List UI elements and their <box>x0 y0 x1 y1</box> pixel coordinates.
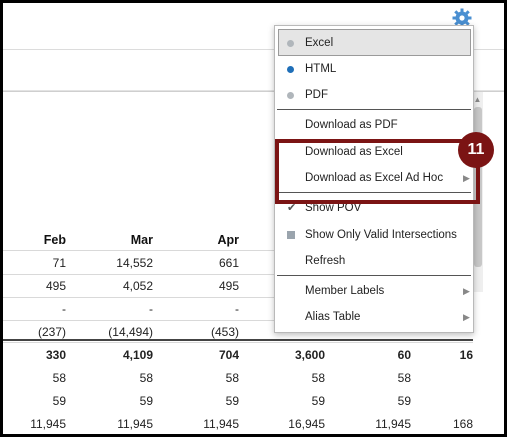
grid-cell: 16,945 <box>288 417 325 431</box>
menu-item-download-as-pdf[interactable]: Download as PDF <box>279 112 469 138</box>
grid-cell: 704 <box>218 348 239 362</box>
menu-item-download-as-excel[interactable]: Download as Excel <box>279 139 469 165</box>
menu-item-label: Download as Excel <box>305 146 403 158</box>
grid-cell: 16 <box>459 348 473 362</box>
submenu-arrow-icon: ▶ <box>463 286 470 296</box>
grid-cell: 495 <box>45 279 66 293</box>
menu-item-label: Show Only Valid Intersections <box>305 229 457 241</box>
grid-cell: - <box>149 302 153 316</box>
menu-item-alias-table[interactable]: Alias Table ▶ <box>279 304 470 330</box>
scroll-up-icon[interactable]: ▲ <box>473 95 482 104</box>
grid-cell: 3,600 <box>294 348 325 362</box>
settings-menu: Excel HTML PDF Download as PDF Download as E… <box>274 25 474 333</box>
menu-item-label: Download as Excel Ad Hoc <box>305 172 444 184</box>
submenu-arrow-icon: ▶ <box>463 312 470 322</box>
menu-separator <box>277 275 471 276</box>
menu-item-refresh[interactable]: Refresh <box>279 248 469 274</box>
grid-cell: 71 <box>52 256 66 270</box>
submenu-arrow-icon: ▶ <box>463 173 470 183</box>
menu-separator <box>277 109 471 110</box>
menu-item-label: Download as PDF <box>305 119 398 131</box>
gear-icon[interactable] <box>452 8 472 28</box>
menu-item-member-labels[interactable]: Member Labels ▶ <box>279 278 470 304</box>
grid-cell: - <box>235 302 239 316</box>
column-header: Mar <box>130 233 153 247</box>
grid-cell: (453) <box>210 325 239 339</box>
row-divider <box>3 320 473 321</box>
grid-cell: 59 <box>225 394 239 408</box>
grid-cell: 59 <box>311 394 325 408</box>
grid-cell: 4,109 <box>122 348 153 362</box>
menu-item-html[interactable]: HTML <box>279 56 469 82</box>
menu-item-label: HTML <box>305 63 337 75</box>
grid-cell: 14,552 <box>116 256 153 270</box>
grid-cell: 59 <box>397 394 411 408</box>
grid-cell: - <box>62 302 66 316</box>
grid-cell: 661 <box>218 256 239 270</box>
grid-cell: 11,945 <box>117 417 153 431</box>
grid-cell: 11,945 <box>203 417 239 431</box>
menu-item-label: Excel <box>305 37 334 49</box>
row-divider <box>3 342 473 343</box>
menu-item-label: Show POV <box>305 202 362 214</box>
radio-dot-icon <box>287 66 294 73</box>
grid-cell: 168 <box>452 417 473 431</box>
radio-dot-icon <box>287 92 294 99</box>
grid-cell: 59 <box>139 394 153 408</box>
menu-item-show-only-valid-intersections[interactable]: Show Only Valid Intersections <box>279 222 469 248</box>
grid-cell: 59 <box>52 394 66 408</box>
grid-cell: 58 <box>311 371 325 385</box>
top-bar <box>3 3 504 50</box>
menu-separator <box>277 192 471 193</box>
grid-cell: 58 <box>225 371 239 385</box>
secondary-toolbar <box>3 50 504 91</box>
callout-badge: 11 <box>458 132 494 168</box>
grid-cell: 11,945 <box>30 417 66 431</box>
checkbox-square-icon <box>287 231 295 239</box>
menu-item-label: Refresh <box>305 255 346 267</box>
menu-item-excel[interactable]: Excel <box>278 29 471 56</box>
menu-item-label: Member Labels <box>305 285 385 297</box>
grid-cell: (14,494) <box>108 325 153 339</box>
row-divider <box>3 250 473 251</box>
grid-cell: 4,052 <box>122 279 153 293</box>
grid-cell: 495 <box>218 279 239 293</box>
grid-cell: 58 <box>139 371 153 385</box>
grid-cell: 60 <box>397 348 411 362</box>
row-divider <box>3 274 473 275</box>
grid-cell: 11,945 <box>375 417 411 431</box>
callout-highlight <box>275 139 480 204</box>
column-header: Feb <box>43 233 66 247</box>
grid-cell: 58 <box>397 371 411 385</box>
menu-item-label: PDF <box>305 89 328 101</box>
grid-top-border <box>3 91 504 92</box>
row-divider <box>3 297 473 298</box>
menu-item-download-as-excel-ad-hoc[interactable]: Download as Excel Ad Hoc ▶ <box>279 165 470 191</box>
grid-cell: (237) <box>37 325 66 339</box>
radio-dot-icon <box>287 40 294 47</box>
grid-cell: 58 <box>52 371 66 385</box>
menu-item-label: Alias Table <box>305 311 361 323</box>
check-icon: ✔ <box>287 202 297 214</box>
menu-item-show-pov[interactable]: ✔ Show POV <box>279 195 469 221</box>
column-header: Apr <box>217 233 239 247</box>
grid-cell: 330 <box>45 348 66 362</box>
row-divider <box>3 339 473 341</box>
menu-item-pdf[interactable]: PDF <box>279 82 469 108</box>
